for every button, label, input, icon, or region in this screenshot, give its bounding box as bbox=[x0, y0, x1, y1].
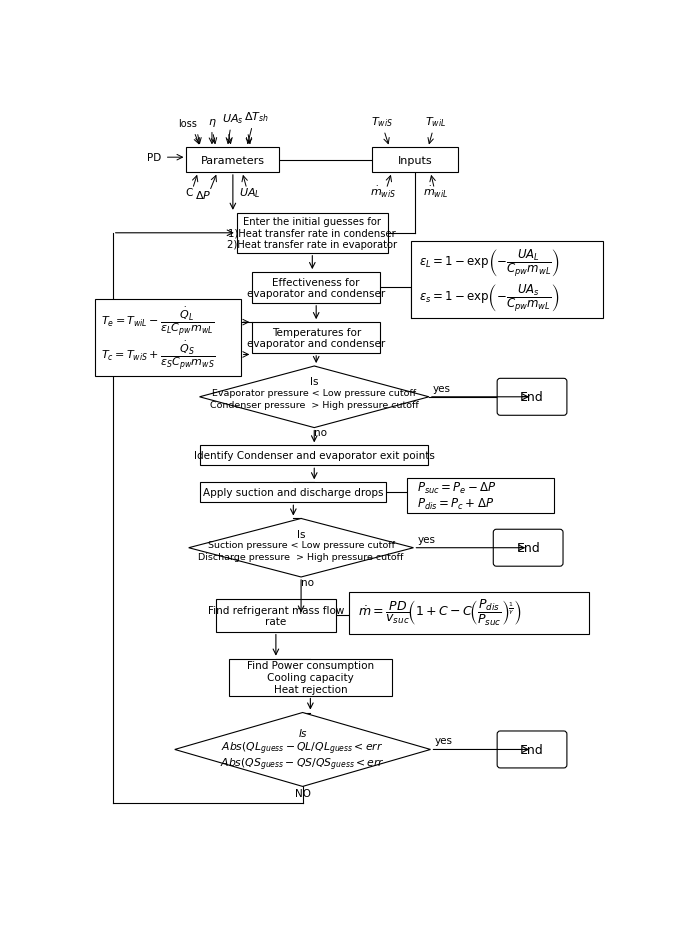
Text: $P_{suc}=P_e-\Delta P$: $P_{suc}=P_e-\Delta P$ bbox=[416, 480, 497, 496]
Text: Parameters: Parameters bbox=[201, 156, 265, 165]
Bar bbox=[411, 242, 603, 319]
FancyBboxPatch shape bbox=[497, 379, 567, 416]
Text: no: no bbox=[301, 577, 314, 587]
Bar bbox=[408, 478, 554, 514]
Text: PD: PD bbox=[147, 153, 162, 163]
Text: $Abs(QL_{guess}-QL/QL_{guess}<err$: $Abs(QL_{guess}-QL/QL_{guess}<err$ bbox=[221, 740, 384, 756]
Text: Effectiveness for
evaporator and condenser: Effectiveness for evaporator and condens… bbox=[247, 277, 385, 298]
Bar bbox=[252, 273, 380, 303]
Bar bbox=[200, 446, 428, 466]
Text: Suction pressure < Low pressure cutoff: Suction pressure < Low pressure cutoff bbox=[208, 540, 395, 550]
Bar bbox=[349, 592, 589, 634]
Text: Is: Is bbox=[297, 529, 306, 540]
Text: yes: yes bbox=[433, 383, 451, 393]
Text: $\dot{m}_{wiL}$: $\dot{m}_{wiL}$ bbox=[423, 184, 449, 199]
Text: End: End bbox=[520, 743, 544, 756]
Text: yes: yes bbox=[417, 534, 436, 544]
Polygon shape bbox=[199, 366, 429, 428]
Text: $UA_L$: $UA_L$ bbox=[239, 185, 261, 199]
Text: $\varepsilon_L=1-\exp\!\left(-\dfrac{UA_L}{C_{pw}m_{wL}}\right)$: $\varepsilon_L=1-\exp\!\left(-\dfrac{UA_… bbox=[419, 247, 560, 279]
Text: $Abs(QS_{guess}-QS/QS_{guess}<err$: $Abs(QS_{guess}-QS/QS_{guess}<err$ bbox=[220, 756, 385, 771]
Text: Find refrigerant mass flow
rate: Find refrigerant mass flow rate bbox=[208, 605, 344, 627]
Bar bbox=[252, 323, 380, 353]
Bar bbox=[373, 148, 458, 172]
Text: End: End bbox=[516, 541, 540, 554]
Text: Inputs: Inputs bbox=[398, 156, 432, 165]
Text: $\eta$: $\eta$ bbox=[208, 117, 216, 129]
Text: Enter the initial guesses for
1)Heat transfer rate in condenser
2)Heat transfer : Enter the initial guesses for 1)Heat tra… bbox=[227, 217, 397, 250]
Text: $T_{wiS}$: $T_{wiS}$ bbox=[371, 115, 393, 129]
Text: Apply suction and discharge drops: Apply suction and discharge drops bbox=[203, 488, 384, 498]
Text: Discharge pressure  > High pressure cutoff: Discharge pressure > High pressure cutof… bbox=[199, 552, 403, 561]
Text: Identify Condenser and evaporator exit points: Identify Condenser and evaporator exit p… bbox=[194, 451, 435, 461]
Text: Is: Is bbox=[310, 377, 319, 387]
Text: $UA_s$: $UA_s$ bbox=[222, 112, 244, 126]
Text: $\varepsilon_s=1-\exp\!\left(-\dfrac{UA_s}{C_{pw}m_{wL}}\right)$: $\varepsilon_s=1-\exp\!\left(-\dfrac{UA_… bbox=[419, 282, 559, 314]
Text: Is: Is bbox=[299, 728, 307, 738]
Bar bbox=[237, 213, 388, 254]
FancyBboxPatch shape bbox=[493, 529, 563, 566]
Text: C: C bbox=[185, 188, 192, 197]
Bar bbox=[200, 483, 386, 502]
Text: $T_{wiL}$: $T_{wiL}$ bbox=[425, 115, 447, 129]
Text: yes: yes bbox=[434, 735, 452, 745]
Text: $P_{dis}=P_c+\Delta P$: $P_{dis}=P_c+\Delta P$ bbox=[416, 496, 494, 511]
FancyBboxPatch shape bbox=[497, 731, 567, 768]
Bar bbox=[216, 600, 336, 632]
Text: Temperatures for
evaporator and condenser: Temperatures for evaporator and condense… bbox=[247, 327, 385, 349]
Text: $T_e=T_{wiL}-\dfrac{\dot{Q}_L}{\varepsilon_L C_{pw} m_{wL}}$: $T_e=T_{wiL}-\dfrac{\dot{Q}_L}{\varepsil… bbox=[101, 305, 214, 337]
Text: End: End bbox=[520, 391, 544, 404]
Text: $\Delta T_{sh}$: $\Delta T_{sh}$ bbox=[244, 110, 269, 124]
Text: $\Delta P$: $\Delta P$ bbox=[195, 189, 212, 201]
Text: Find Power consumption
Cooling capacity
Heat rejection: Find Power consumption Cooling capacity … bbox=[247, 661, 374, 694]
Text: $\dot{m}_{wiS}$: $\dot{m}_{wiS}$ bbox=[370, 184, 397, 199]
Text: Condenser pressure  > High pressure cutoff: Condenser pressure > High pressure cutof… bbox=[210, 400, 419, 410]
Bar bbox=[95, 299, 240, 376]
Polygon shape bbox=[175, 713, 430, 787]
Polygon shape bbox=[188, 519, 414, 578]
Text: loss: loss bbox=[179, 119, 197, 129]
Text: $\dot{m}=\dfrac{PD}{v_{suc}}\!\left(1+C-C\!\left(\dfrac{P_{dis}}{P_{suc}}\right): $\dot{m}=\dfrac{PD}{v_{suc}}\!\left(1+C-… bbox=[358, 598, 522, 628]
Bar bbox=[186, 148, 279, 172]
Text: $T_c=T_{wiS}+\dfrac{\dot{Q}_S}{\varepsilon_S C_{pw} m_{wS}}$: $T_c=T_{wiS}+\dfrac{\dot{Q}_S}{\varepsil… bbox=[101, 338, 216, 372]
Text: Evaporator pressure < Low pressure cutoff: Evaporator pressure < Low pressure cutof… bbox=[212, 389, 416, 398]
Text: no: no bbox=[314, 428, 327, 438]
Text: NO: NO bbox=[295, 788, 310, 798]
Bar bbox=[229, 659, 392, 696]
